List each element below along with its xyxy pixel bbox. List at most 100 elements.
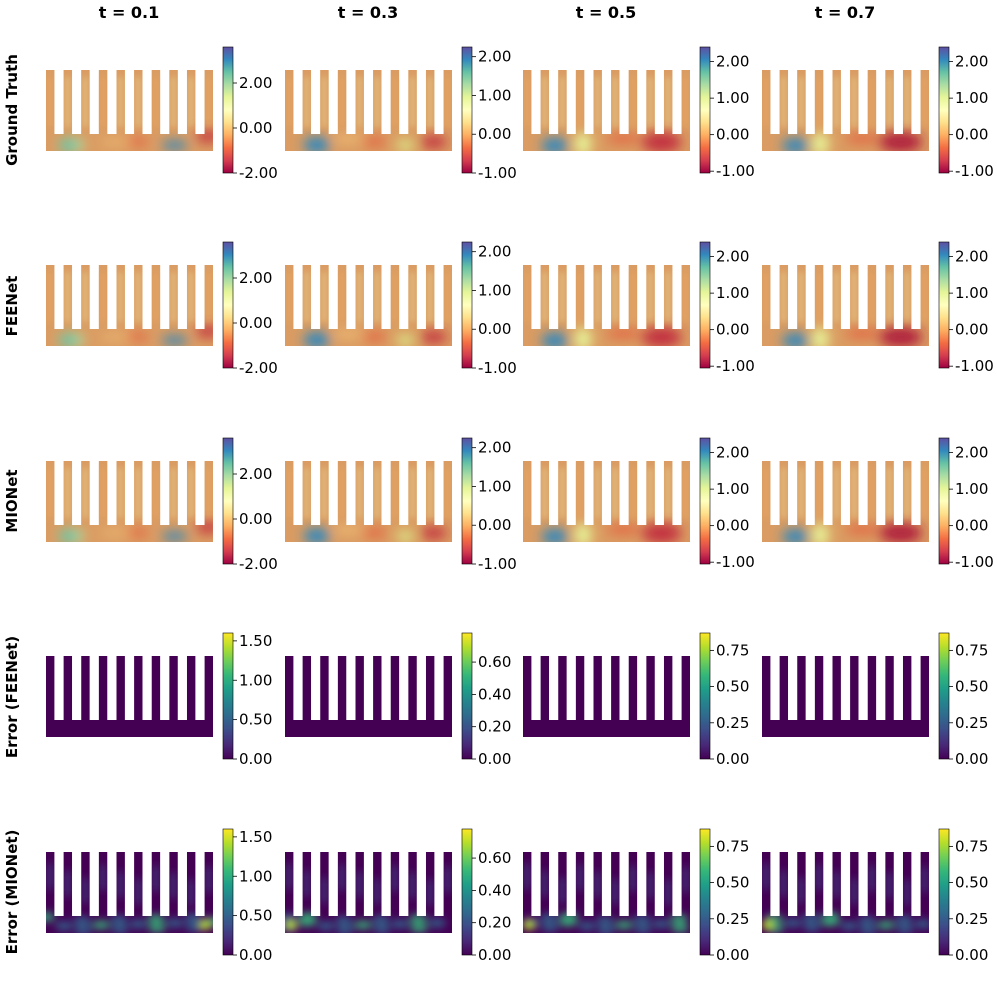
row-label-ground-truth: Ground Truth bbox=[3, 54, 21, 166]
colorbar-tick-label: 0.25 bbox=[955, 910, 988, 928]
colorbar-tick-label: 0.00 bbox=[955, 750, 988, 768]
colorbar-tick-label: 0.25 bbox=[716, 910, 749, 928]
heatmap-panel-0-0: -2.00 0.00 2.00 bbox=[46, 46, 278, 182]
colorbar-tick-label: 0.00 bbox=[955, 517, 988, 535]
colorbar-tick-label: 1.00 bbox=[478, 477, 511, 495]
heatmap-field bbox=[762, 70, 929, 151]
colorbar-tick-label: 0.00 bbox=[239, 946, 272, 964]
heatmap-field bbox=[46, 265, 214, 346]
heatmap-panel-4-3: 0.00 0.25 0.50 0.75 bbox=[762, 828, 988, 964]
colorbar-tick-label: 1.00 bbox=[716, 284, 749, 302]
colorbar bbox=[222, 437, 234, 565]
colorbar-tick-label: 2.00 bbox=[955, 444, 988, 462]
heatmap-field bbox=[762, 265, 929, 346]
heatmap-panel-2-1: -1.00 0.00 1.00 2.00 bbox=[285, 437, 517, 573]
row-label-error-feenet: Error (FEENet) bbox=[3, 636, 21, 758]
colorbar-tick-label: 0.20 bbox=[478, 914, 511, 932]
colorbar-tick-label: -1.00 bbox=[478, 359, 517, 377]
heatmap-field bbox=[285, 461, 452, 542]
colorbar-tick-label: 0.60 bbox=[478, 849, 511, 867]
colorbar-tick-label: 0.75 bbox=[716, 641, 749, 659]
heatmap-panel-4-1: 0.00 0.20 0.40 0.60 bbox=[285, 828, 511, 964]
heatmap-field bbox=[46, 461, 214, 542]
colorbar-tick-label: 0.00 bbox=[716, 126, 749, 144]
colorbar-tick-label: 0.00 bbox=[478, 946, 511, 964]
colorbar-tick-label: 0.00 bbox=[955, 321, 988, 339]
colorbar bbox=[938, 828, 950, 956]
heatmap-panel-3-0: 0.00 0.50 1.00 1.50 bbox=[46, 632, 272, 768]
heatmap-field bbox=[523, 70, 690, 151]
colorbar bbox=[938, 437, 950, 565]
colorbar-tick-label: 2.00 bbox=[716, 444, 749, 462]
heatmap-field bbox=[762, 656, 929, 737]
colorbar-tick-label: 1.00 bbox=[239, 671, 272, 689]
colorbar-tick-label: 2.00 bbox=[478, 48, 511, 66]
heatmap-field bbox=[762, 852, 929, 933]
heatmap-panel-0-1: -1.00 0.00 1.00 2.00 bbox=[285, 46, 517, 182]
colorbar-tick-label: 0.40 bbox=[478, 881, 511, 899]
colorbar-tick-label: 0.00 bbox=[478, 516, 511, 534]
colorbar bbox=[222, 241, 234, 369]
colorbar-tick-label: 1.00 bbox=[955, 480, 988, 498]
colorbar-tick-label: 2.00 bbox=[478, 243, 511, 261]
colorbar bbox=[699, 632, 711, 760]
colorbar-tick-label: -2.00 bbox=[239, 359, 278, 377]
colorbar-tick-label: 2.00 bbox=[239, 269, 272, 287]
colorbar-tick-label: 0.00 bbox=[716, 517, 749, 535]
colorbar-tick-label: 1.00 bbox=[716, 480, 749, 498]
heatmap-panel-3-3: 0.00 0.25 0.50 0.75 bbox=[762, 632, 988, 768]
heatmap-field bbox=[46, 656, 213, 737]
colorbar-tick-label: 0.25 bbox=[716, 714, 749, 732]
heatmap-field bbox=[285, 852, 452, 933]
colorbar-tick-label: 0.00 bbox=[716, 946, 749, 964]
heatmap-panel-1-0: -2.00 0.00 2.00 bbox=[46, 241, 278, 377]
colorbar-tick-label: 0.00 bbox=[239, 510, 272, 528]
colorbar bbox=[222, 632, 234, 760]
colorbar-tick-label: 0.00 bbox=[478, 320, 511, 338]
heatmap-panel-1-1: -1.00 0.00 1.00 2.00 bbox=[285, 241, 517, 377]
colorbar bbox=[461, 241, 473, 369]
column-title-1: t = 0.1 bbox=[99, 3, 160, 22]
heatmap-panel-3-1: 0.00 0.20 0.40 0.60 bbox=[285, 632, 511, 768]
row-label-error-mionet: Error (MIONet) bbox=[3, 830, 21, 955]
colorbar-tick-label: -1.00 bbox=[478, 164, 517, 182]
colorbar-tick-label: 1.00 bbox=[478, 86, 511, 104]
heatmap-panel-0-3: -1.00 0.00 1.00 2.00 bbox=[762, 46, 994, 180]
heatmap-field bbox=[523, 461, 690, 542]
colorbar-tick-label: 0.25 bbox=[955, 714, 988, 732]
colorbar-tick-label: -1.00 bbox=[955, 357, 994, 375]
colorbar-tick-label: 0.00 bbox=[478, 125, 511, 143]
colorbar-tick-label: 0.50 bbox=[955, 678, 988, 696]
heatmap-panel-2-0: -2.00 0.00 2.00 bbox=[46, 437, 278, 573]
colorbar bbox=[222, 828, 234, 956]
colorbar bbox=[938, 632, 950, 760]
colorbar-tick-label: -1.00 bbox=[716, 553, 755, 571]
colorbar-tick-label: 0.60 bbox=[478, 653, 511, 671]
colorbar bbox=[699, 437, 711, 565]
colorbar-tick-label: 0.50 bbox=[716, 678, 749, 696]
colorbar-tick-label: 0.00 bbox=[716, 750, 749, 768]
colorbar bbox=[461, 828, 473, 956]
colorbar-tick-label: 0.00 bbox=[239, 750, 272, 768]
colorbar-tick-label: 2.00 bbox=[239, 465, 272, 483]
colorbar-tick-label: 0.00 bbox=[239, 119, 272, 137]
colorbar-tick-label: 1.50 bbox=[239, 828, 272, 846]
row-label-feenet: FEENet bbox=[3, 276, 21, 337]
heatmap-field bbox=[762, 461, 929, 542]
heatmap-field bbox=[285, 265, 452, 346]
colorbar-tick-label: 0.00 bbox=[478, 750, 511, 768]
colorbar bbox=[699, 241, 711, 369]
colorbar bbox=[461, 632, 473, 760]
colorbar-tick-label: 0.75 bbox=[955, 641, 988, 659]
colorbar-tick-label: 0.75 bbox=[955, 837, 988, 855]
heatmap-field bbox=[523, 265, 690, 346]
heatmap-panel-4-0: 0.00 0.50 1.00 1.50 bbox=[46, 828, 272, 964]
colorbar-tick-label: 0.00 bbox=[239, 314, 272, 332]
heatmap-field bbox=[523, 656, 690, 737]
heatmap-field bbox=[285, 70, 452, 151]
heatmap-panel-2-2: -1.00 0.00 1.00 2.00 bbox=[523, 437, 755, 571]
colorbar-tick-label: 0.50 bbox=[955, 874, 988, 892]
colorbar bbox=[938, 46, 950, 174]
colorbar-tick-label: 0.20 bbox=[478, 718, 511, 736]
